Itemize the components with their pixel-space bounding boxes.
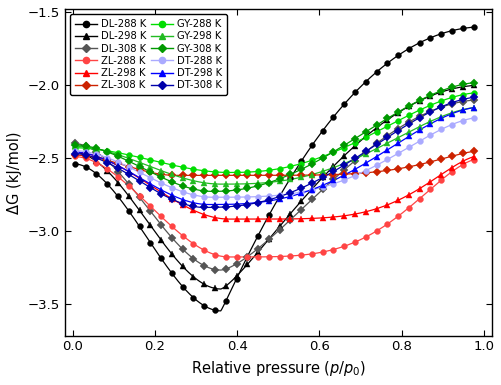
X-axis label: Relative pressure ($p/p_0$): Relative pressure ($p/p_0$) — [190, 359, 365, 378]
Y-axis label: ΔG (kJ/mol): ΔG (kJ/mol) — [7, 131, 22, 214]
Legend: DL-288 K, DL-298 K, DL-308 K, ZL-288 K, ZL-298 K, ZL-308 K, GY-288 K, GY-298 K, : DL-288 K, DL-298 K, DL-308 K, ZL-288 K, … — [70, 14, 226, 95]
